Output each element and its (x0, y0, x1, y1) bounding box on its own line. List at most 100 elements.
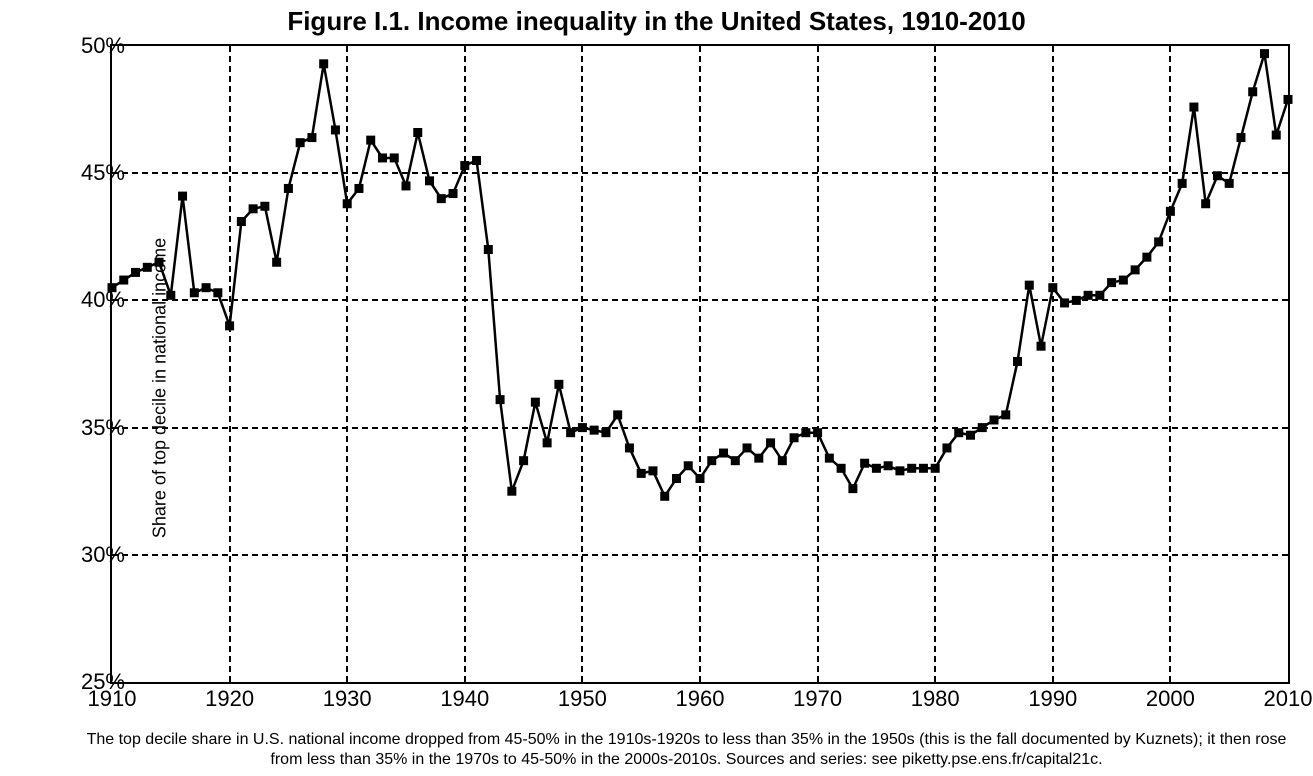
data-marker (213, 288, 222, 297)
data-marker (260, 202, 269, 211)
data-marker (1201, 199, 1210, 208)
data-marker (519, 456, 528, 465)
data-marker (801, 428, 810, 437)
data-marker (1037, 342, 1046, 351)
data-marker (625, 443, 634, 452)
data-marker (449, 189, 458, 198)
chart-caption: The top decile share in U.S. national in… (80, 730, 1293, 770)
data-marker (895, 466, 904, 475)
data-marker (1284, 95, 1293, 104)
data-marker (425, 176, 434, 185)
y-tick-label: 45% (55, 160, 125, 186)
data-marker (825, 454, 834, 463)
data-marker (566, 428, 575, 437)
data-marker (848, 484, 857, 493)
x-tick-label: 1950 (558, 686, 607, 712)
data-marker (143, 263, 152, 272)
x-tick-label: 1980 (911, 686, 960, 712)
gridline-v (1052, 46, 1054, 682)
data-marker (990, 415, 999, 424)
data-marker (472, 156, 481, 165)
data-marker (437, 194, 446, 203)
data-marker (1107, 278, 1116, 287)
gridline-v (817, 46, 819, 682)
data-marker (390, 153, 399, 162)
data-marker (496, 395, 505, 404)
y-tick-label: 30% (55, 542, 125, 568)
y-tick-label: 50% (55, 33, 125, 59)
data-marker (190, 288, 199, 297)
chart-title: Figure I.1. Income inequality in the Uni… (0, 6, 1313, 37)
x-tick-label: 2000 (1146, 686, 1195, 712)
figure-container: Figure I.1. Income inequality in the Uni… (0, 0, 1313, 776)
data-marker (178, 192, 187, 201)
data-marker (131, 268, 140, 277)
data-marker (837, 464, 846, 473)
data-marker (1001, 410, 1010, 419)
data-marker (778, 456, 787, 465)
data-marker (884, 461, 893, 470)
gridline-h (112, 172, 1288, 174)
data-marker (1225, 179, 1234, 188)
gridline-v (934, 46, 936, 682)
gridline-v (581, 46, 583, 682)
data-marker (202, 283, 211, 292)
data-marker (1272, 131, 1281, 140)
data-marker (860, 459, 869, 468)
x-tick-label: 2010 (1264, 686, 1313, 712)
data-marker (754, 454, 763, 463)
x-tick-label: 1940 (440, 686, 489, 712)
data-marker (531, 398, 540, 407)
data-marker (1189, 103, 1198, 112)
data-marker (766, 438, 775, 447)
gridline-v (346, 46, 348, 682)
data-marker (366, 136, 375, 145)
data-marker (378, 153, 387, 162)
data-marker (507, 487, 516, 496)
data-marker (554, 380, 563, 389)
y-tick-label: 35% (55, 415, 125, 441)
data-marker (919, 464, 928, 473)
gridline-h (112, 299, 1288, 301)
gridline-v (229, 46, 231, 682)
data-marker (648, 466, 657, 475)
data-marker (942, 443, 951, 452)
data-marker (402, 181, 411, 190)
data-marker (684, 461, 693, 470)
gridline-v (699, 46, 701, 682)
data-marker (966, 431, 975, 440)
x-tick-label: 1990 (1028, 686, 1077, 712)
data-marker (601, 428, 610, 437)
data-marker (1119, 276, 1128, 285)
data-marker (1142, 253, 1151, 262)
data-marker (237, 217, 246, 226)
data-marker (719, 449, 728, 458)
data-marker (272, 258, 281, 267)
y-tick-label: 40% (55, 287, 125, 313)
data-marker (1013, 357, 1022, 366)
data-marker (1131, 265, 1140, 274)
data-marker (354, 184, 363, 193)
data-marker (707, 456, 716, 465)
gridline-v (1169, 46, 1171, 682)
y-tick-label: 25% (55, 669, 125, 695)
data-marker (672, 474, 681, 483)
data-marker (543, 438, 552, 447)
plot-area (110, 44, 1290, 684)
data-marker (1260, 49, 1269, 58)
data-marker (872, 464, 881, 473)
data-marker (1178, 179, 1187, 188)
data-marker (613, 410, 622, 419)
data-marker (249, 204, 258, 213)
data-marker (284, 184, 293, 193)
x-tick-label: 1930 (323, 686, 372, 712)
data-marker (790, 433, 799, 442)
x-tick-label: 1970 (793, 686, 842, 712)
data-marker (331, 125, 340, 134)
data-marker (155, 258, 164, 267)
data-marker (954, 428, 963, 437)
gridline-v (464, 46, 466, 682)
data-marker (413, 128, 422, 137)
x-tick-label: 1960 (676, 686, 725, 712)
data-marker (1154, 237, 1163, 246)
